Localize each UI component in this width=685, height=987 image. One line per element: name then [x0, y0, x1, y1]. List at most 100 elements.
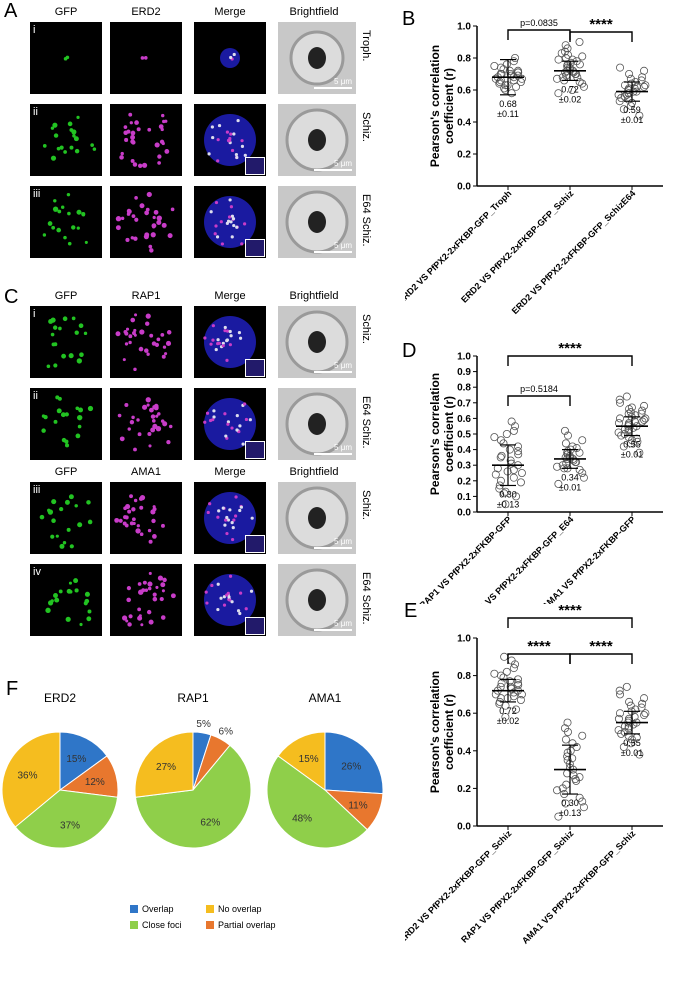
data-point: [501, 500, 510, 509]
signal-dot: [225, 338, 229, 342]
data-point: [578, 79, 587, 88]
signal-dot: [133, 236, 138, 241]
signal-dot: [235, 428, 239, 432]
signal-dot: [155, 585, 159, 589]
signal-dot: [230, 537, 235, 542]
signal-dot: [162, 577, 167, 583]
signal-dot: [235, 225, 239, 229]
signal-dot: [50, 126, 55, 130]
signal-dot: [66, 588, 72, 594]
data-point: [632, 82, 641, 91]
legend-label: Close foci: [142, 920, 182, 930]
signal-dot: [209, 210, 213, 214]
data-point: [500, 489, 509, 498]
data-point: [561, 453, 570, 462]
signal-dot: [216, 515, 220, 519]
data-point: [638, 406, 647, 415]
signal-dot: [142, 404, 148, 410]
signal-dot: [68, 494, 74, 500]
signal-dot: [156, 219, 162, 226]
signal-dot: [132, 162, 138, 167]
data-point: [505, 677, 514, 686]
row-condition-label: E64 Schiz.: [360, 194, 372, 247]
hemozoin-spot: [308, 589, 326, 611]
y-tick-label: 0.0: [457, 508, 471, 519]
signal-dot: [126, 586, 131, 591]
merge-image: [194, 22, 266, 94]
data-point: [505, 445, 514, 454]
signal-dot: [46, 364, 51, 369]
signal-dot: [243, 222, 247, 226]
signal-dot: [129, 494, 133, 499]
signal-dot: [235, 155, 239, 160]
signal-dot: [238, 424, 242, 428]
data-point: [563, 718, 572, 727]
signal-dot: [229, 220, 233, 224]
signal-dot: [123, 125, 128, 129]
signal-dot: [229, 132, 233, 136]
pie-slice-label: 11%: [348, 800, 367, 811]
signal-dot: [53, 133, 59, 138]
signal-dot: [127, 427, 131, 431]
scale-bar-label: 5 μm: [334, 241, 352, 250]
data-point: [638, 699, 647, 708]
brightfield-image: 5 μm: [278, 306, 356, 378]
signal-dot: [129, 121, 133, 125]
pie-slice-label: 15%: [66, 754, 86, 765]
signal-dot: [133, 498, 138, 503]
signal-dot: [243, 402, 247, 406]
data-point: [500, 652, 509, 661]
signal-dot: [155, 414, 159, 418]
scale-bar-label: 5 μm: [334, 361, 352, 370]
swatch-close-foci-icon: [130, 921, 138, 929]
row-roman-label: iv: [33, 566, 41, 578]
signal-dot: [79, 622, 83, 627]
data-point: [633, 437, 642, 446]
signal-dot: [51, 518, 56, 524]
merge-image: [194, 306, 266, 378]
signal-dot: [209, 342, 213, 346]
data-point: [497, 451, 506, 460]
signal-dot: [145, 397, 151, 403]
panel-letter-c: C: [4, 286, 19, 308]
signal-dot: [71, 225, 76, 230]
signal-dot: [158, 124, 164, 129]
col-header-merge: Merge: [214, 466, 246, 478]
legend-overlap: Overlap: [130, 904, 174, 914]
pie-slice-label: 15%: [299, 754, 319, 765]
signal-dot: [238, 508, 242, 513]
signal-dot: [115, 216, 122, 222]
signal-dot: [156, 215, 162, 221]
signal-dot: [148, 571, 152, 575]
signal-dot: [131, 517, 136, 522]
signal-dot: [117, 413, 122, 418]
signal-dot: [59, 506, 64, 512]
zoom-inset: [245, 535, 265, 553]
data-point: [641, 414, 650, 423]
data-point: [619, 442, 628, 451]
signal-dot: [240, 139, 244, 143]
brightfield-image: 5 μm: [278, 482, 356, 554]
mean-label: 0.55 ±0.01: [621, 440, 643, 460]
signal-dot: [131, 507, 136, 512]
brightfield-image: 5 μm: [278, 564, 356, 636]
signal-dot: [128, 112, 133, 117]
y-axis-label: Pearson's correlationcoefficient (r): [428, 671, 456, 793]
signal-dot: [92, 147, 97, 151]
signal-dot: [228, 508, 232, 512]
swatch-partial-overlap-icon: [206, 921, 214, 929]
signal-dot: [134, 120, 139, 125]
data-point: [490, 669, 499, 678]
signal-dot: [42, 144, 47, 148]
signal-dot: [47, 509, 54, 515]
signal-dot: [226, 138, 231, 143]
significance-label: ****: [589, 16, 613, 33]
data-point: [509, 473, 518, 482]
signal-dot: [142, 580, 147, 585]
signal-dot: [81, 212, 86, 217]
col-header-brightfield: Brightfield: [289, 466, 339, 478]
significance-label: ****: [589, 638, 613, 655]
col-header-brightfield: Brightfield: [289, 290, 339, 302]
mean-label: 0.72 ±0.02: [559, 84, 581, 104]
signal-dot: [57, 209, 62, 214]
